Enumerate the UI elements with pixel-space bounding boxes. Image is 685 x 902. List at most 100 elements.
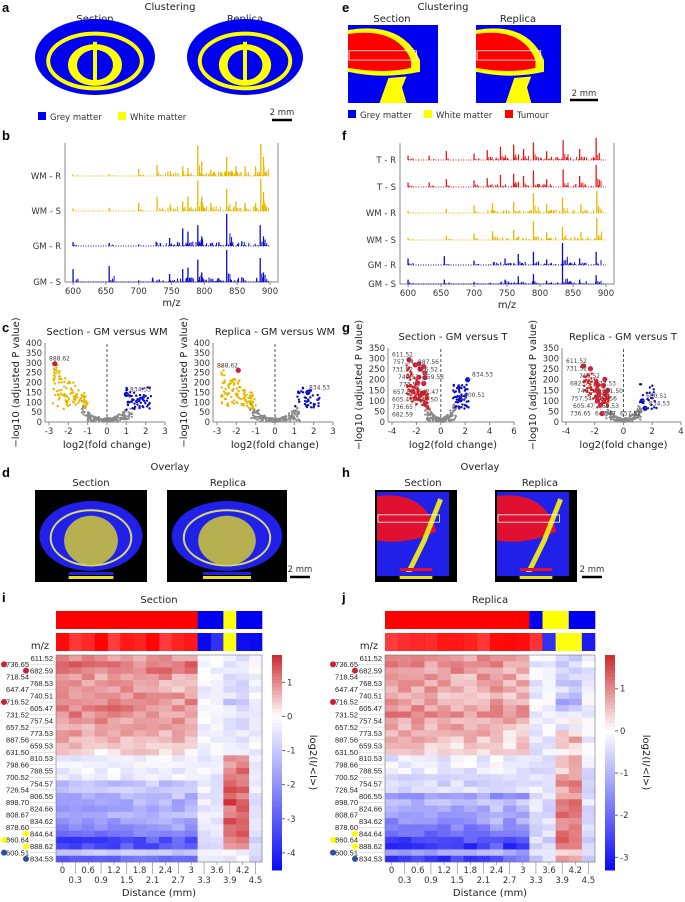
spectrum-peak — [244, 166, 246, 176]
heatmap-cell — [171, 730, 186, 737]
cluster-probability-cell — [197, 633, 211, 651]
spectrum-peak — [532, 142, 535, 160]
intensity-colorbar — [68, 572, 114, 575]
data-point — [238, 397, 241, 400]
spectrum-peak — [534, 154, 536, 160]
heatmap-cell — [568, 786, 583, 794]
spectrum-peak — [186, 277, 188, 282]
heatmap-cell — [555, 793, 570, 800]
heatmap-cell — [476, 761, 491, 769]
x-axis-label: m/z — [162, 298, 180, 309]
spectrum-track-label: T - R — [375, 156, 396, 166]
colorbar-segment — [272, 798, 282, 803]
spectrum-peak — [532, 221, 535, 240]
spectrum-peak — [522, 281, 524, 284]
heatmap-cell — [542, 724, 556, 731]
heatmap-cell — [385, 761, 399, 769]
data-point — [51, 402, 55, 405]
heatmap-cell — [249, 655, 263, 662]
spectrum-peak — [565, 157, 567, 160]
spectrum-peak — [599, 237, 601, 240]
heatmap-cell — [398, 717, 412, 725]
heatmap-cell — [463, 793, 478, 800]
heatmap-cell — [424, 673, 438, 681]
heatmap-cell — [171, 755, 186, 762]
spectrum-peak — [505, 209, 507, 213]
x-tick-label: 600 — [400, 289, 416, 299]
spectrum-peak — [473, 205, 475, 213]
data-point — [424, 409, 427, 412]
data-point — [598, 384, 601, 387]
heatmap-cell — [463, 661, 478, 668]
data-point — [120, 414, 123, 417]
data-point — [257, 418, 260, 421]
heatmap-cell — [490, 836, 504, 844]
heatmap-cell — [398, 830, 412, 838]
heatmap-cell — [197, 767, 211, 775]
row-label: 718.54 — [335, 673, 358, 682]
heatmap-cell — [120, 717, 134, 725]
heatmap-cell — [398, 661, 412, 668]
heatmap-cell — [424, 655, 438, 662]
heatmap-cell — [450, 742, 465, 750]
heatmap-cell — [490, 724, 504, 731]
heatmap-cell — [223, 793, 237, 800]
heatmap-cell — [542, 836, 556, 844]
heatmap-cell — [184, 749, 198, 756]
heatmap-cell — [411, 724, 425, 731]
spectrum-peak — [410, 158, 412, 160]
data-point — [141, 396, 144, 399]
spectrum-peak — [247, 209, 249, 211]
heatmap-cell — [568, 742, 583, 750]
data-point — [144, 394, 147, 398]
cluster-probability-cell — [463, 633, 478, 651]
data-point — [296, 407, 299, 410]
heatmap-cell — [236, 655, 250, 662]
spectrum-peak — [584, 156, 585, 160]
data-point — [243, 388, 247, 392]
heatmap-cell — [94, 755, 108, 762]
data-point — [138, 393, 142, 397]
spectrum-peak — [229, 204, 231, 211]
heatmap-cell — [68, 680, 83, 687]
heatmap-cell — [171, 799, 186, 806]
spectrum-peak — [506, 238, 508, 240]
data-point — [463, 398, 466, 401]
data-point — [293, 412, 296, 415]
data-point — [136, 403, 139, 406]
spectrum-peak — [173, 279, 175, 282]
heatmap-cell — [56, 755, 70, 762]
data-point — [220, 386, 223, 389]
heatmap-cell — [490, 755, 504, 762]
colorbar-segment — [605, 672, 615, 677]
spectrum-peak — [546, 259, 548, 265]
row-label: 887.56 — [335, 735, 358, 744]
spectrum-peak — [534, 184, 536, 187]
heatmap-cell — [529, 742, 543, 750]
spectrum-peak — [407, 237, 409, 240]
data-point — [458, 407, 461, 410]
data-point — [586, 380, 590, 383]
colorbar-segment — [605, 730, 615, 735]
colorbar-segment — [272, 701, 282, 706]
intensity-colorbar — [203, 576, 251, 579]
spectrum-peak — [532, 170, 535, 187]
row-label: 605.47 — [30, 704, 53, 713]
x-tick-label: 0.9 — [94, 876, 108, 886]
heatmap-cell — [490, 736, 504, 744]
heatmap-cell — [94, 673, 108, 681]
spectrum-peak — [580, 156, 582, 160]
heatmap-cell — [236, 686, 250, 693]
x-tick-label: 1 — [292, 427, 297, 437]
label-leader-line — [593, 383, 597, 388]
spectrum-peak — [488, 283, 490, 284]
colorbar-segment — [272, 866, 282, 871]
data-point — [223, 379, 226, 382]
spectrum-peak — [243, 241, 245, 246]
heatmap-cell — [107, 805, 121, 813]
heatmap-cell — [424, 767, 438, 775]
data-point — [599, 397, 602, 401]
heatmap-cell — [516, 724, 530, 731]
heatmap-cell — [81, 849, 95, 857]
heatmap-cell — [424, 805, 438, 813]
